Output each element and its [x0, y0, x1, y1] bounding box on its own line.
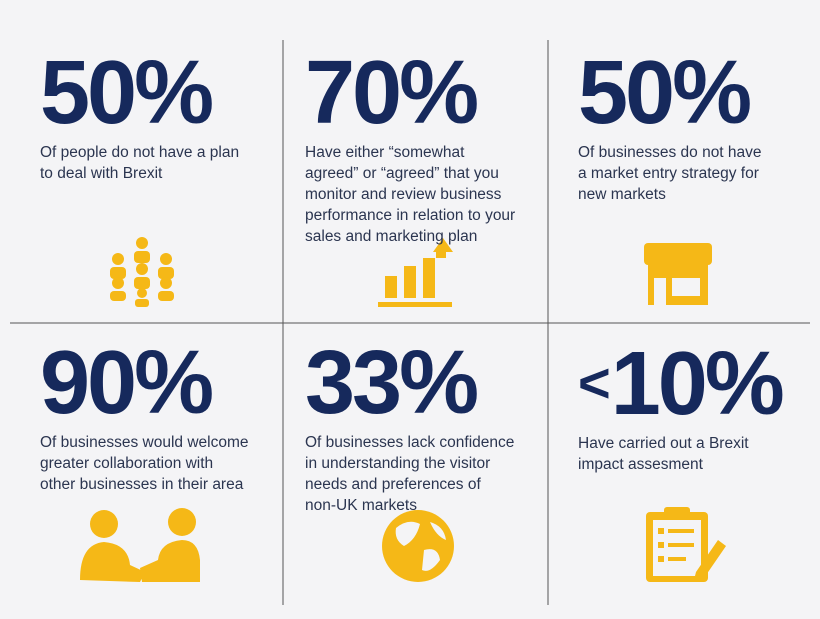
description-line: greater collaboration with	[40, 455, 214, 472]
stat-value: 90%	[40, 333, 214, 433]
description-line: other businesses in their area	[40, 476, 244, 493]
description-line: needs and preferences of	[305, 476, 481, 493]
description-line: a market entry strategy for	[578, 165, 759, 182]
stat-value: 50%	[40, 43, 214, 143]
description-line: Of businesses would welcome	[40, 434, 249, 451]
stat-cell: 33% Of businesses lack confidence in under…	[305, 338, 555, 516]
description-line: agreed” or “agreed” that you	[305, 165, 499, 182]
description: Have carried out a Brexit impact assesmen…	[578, 433, 820, 475]
description: Of businesses do not have a market entry …	[578, 142, 820, 205]
icon-people	[110, 237, 174, 307]
stat-cell: <10% Have carried out a Brexit impact asse…	[578, 338, 820, 475]
icon-handshake	[80, 508, 200, 582]
description-line: new markets	[578, 186, 666, 203]
stat-line: 90%	[40, 338, 290, 428]
stat-value: 50%	[578, 43, 752, 143]
description: Of businesses lack confidence in understa…	[305, 432, 555, 516]
icon-clipboard	[646, 507, 726, 582]
stat-line: 70%	[305, 48, 555, 138]
description-line: in understanding the visitor	[305, 455, 491, 472]
stat-value: 70%	[305, 43, 479, 143]
stat-prefix: <	[578, 351, 611, 414]
icon-growth	[378, 238, 453, 307]
stat-line: 50%	[40, 48, 290, 138]
description-line: Have either “somewhat	[305, 144, 465, 161]
description: Of businesses would welcome greater colla…	[40, 432, 290, 495]
description-line: Have carried out a Brexit	[578, 435, 749, 452]
stat-line: <10%	[578, 338, 820, 429]
dividers	[10, 40, 810, 605]
description-line: non-UK markets	[305, 497, 417, 514]
description: Have either “somewhat agreed” or “agreed”…	[305, 142, 555, 247]
description-line: Of people do not have a plan	[40, 144, 240, 161]
stat-cell: 50% Of businesses do not have a market ent…	[578, 48, 820, 205]
description-line: performance in relation to your	[305, 207, 516, 224]
stat-value: 33%	[305, 333, 479, 433]
stat-line: 33%	[305, 338, 555, 428]
stat-cell: 50% Of people do not have a plan to deal w…	[40, 48, 290, 184]
description-line: monitor and review business	[305, 186, 502, 203]
stat-line: 50%	[578, 48, 820, 138]
description: Of people do not have a plan to deal with…	[40, 142, 290, 184]
description-line: Of businesses do not have	[578, 144, 762, 161]
description-line: Of businesses lack confidence	[305, 434, 515, 451]
stat-cell: 90% Of businesses would welcome greater co…	[40, 338, 290, 495]
icon-store	[644, 243, 712, 305]
description-line: sales and marketing plan	[305, 228, 478, 245]
description-line: impact assesment	[578, 456, 703, 473]
icon-globe	[382, 510, 454, 582]
description-line: to deal with Brexit	[40, 165, 163, 182]
stat-value: 10%	[610, 334, 785, 434]
stat-cell: 70% Have either “somewhat agreed” or “agre…	[305, 48, 555, 247]
